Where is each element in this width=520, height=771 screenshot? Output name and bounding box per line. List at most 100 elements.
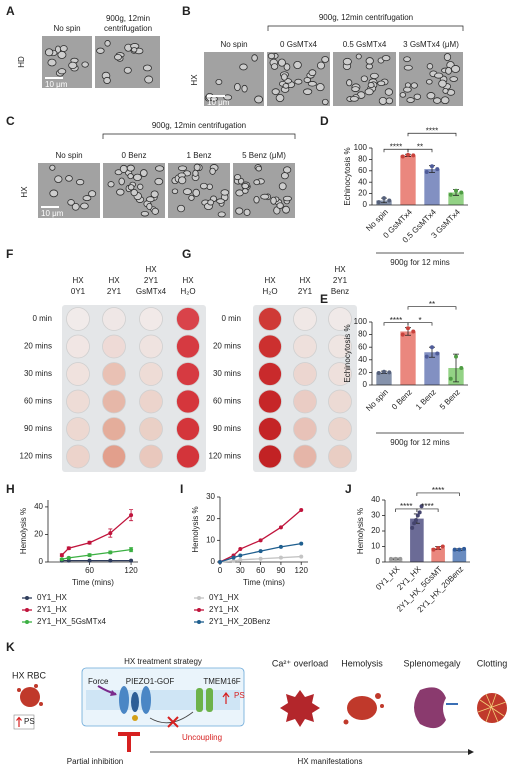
cell (241, 182, 249, 190)
panel-text: Partial inhibition (67, 757, 123, 766)
well (139, 362, 163, 386)
cell (144, 75, 154, 84)
cell (425, 79, 433, 85)
x-tick-label: 5 Benz (438, 388, 462, 412)
legend-label: 0Y1_HX (37, 593, 67, 602)
y-tick-label: 100 (354, 143, 368, 152)
cell (177, 165, 188, 172)
well (293, 389, 317, 414)
data-point (440, 544, 445, 549)
cell (434, 72, 444, 79)
series-marker (129, 513, 134, 518)
series-marker (59, 557, 64, 562)
column-header: HX (264, 276, 276, 285)
y-tick-label: 0 (363, 380, 368, 389)
series-marker (66, 546, 71, 551)
significance-bracket (407, 148, 433, 153)
y-tick-label: 80 (358, 155, 367, 164)
panel-text: PIEZO1-GOF (126, 677, 175, 686)
cell (426, 63, 434, 70)
significance-label: **** (421, 502, 433, 511)
series-line (219, 542, 302, 563)
y-tick-label: 0 (39, 557, 44, 566)
cell (140, 210, 149, 217)
cell (220, 189, 230, 196)
cell (267, 52, 276, 60)
well (258, 307, 282, 331)
cell (275, 93, 285, 103)
cell (150, 190, 159, 198)
data-point (454, 354, 458, 359)
bar (376, 372, 392, 385)
rbc-spike (17, 688, 21, 692)
cell (67, 199, 75, 206)
well (66, 444, 90, 469)
panel-text: HX RBC (12, 670, 47, 680)
cell (410, 82, 418, 89)
row-label: 60 mins (213, 397, 241, 406)
y-axis-label: Echinocytosis % (343, 324, 352, 382)
column-header: HX (334, 265, 346, 274)
panel-letter: K (6, 640, 15, 654)
cell (355, 53, 362, 60)
y-tick-label: 20 (206, 514, 215, 523)
cell (133, 173, 142, 182)
column-header: H₂O (180, 287, 195, 296)
y-tick-label: 30 (206, 492, 215, 501)
series-line (61, 514, 132, 556)
significance-bracket (407, 322, 433, 326)
y-tick-label: 10 (206, 535, 215, 544)
series-marker (299, 554, 304, 559)
cell (104, 40, 111, 47)
cell (426, 92, 436, 100)
cell (49, 189, 59, 198)
series-marker (231, 558, 236, 563)
series-marker (258, 549, 263, 554)
series-marker (129, 558, 134, 563)
series-marker (59, 553, 64, 558)
well (328, 362, 352, 386)
well (293, 417, 317, 441)
treatment-label: centrifugation (104, 24, 152, 33)
cell (270, 196, 277, 205)
bracket (267, 25, 464, 31)
panel-title: HX treatment strategy (124, 657, 202, 666)
series-line (219, 509, 302, 563)
well (139, 417, 163, 441)
cell (316, 61, 326, 70)
data-point (462, 546, 467, 551)
micrograph (38, 163, 100, 218)
coupling-line (149, 711, 194, 724)
row-label: 30 mins (24, 369, 52, 378)
cell (76, 179, 85, 186)
column-header: 0Y1 (71, 287, 86, 296)
column-header: 2Y1 (333, 276, 348, 285)
x-tick-label: 0 Benz (390, 388, 414, 412)
treatment-label: 900g, 12min (106, 14, 150, 23)
well (102, 389, 126, 414)
data-point (419, 504, 424, 509)
data-point (431, 547, 436, 552)
cell (209, 167, 216, 175)
data-point (388, 556, 393, 561)
data-point (457, 547, 462, 552)
row-label: 20 mins (24, 342, 52, 351)
well (139, 389, 163, 414)
membrane (86, 690, 240, 710)
cell (107, 181, 115, 188)
series-marker (299, 508, 304, 512)
column-header: HX (145, 265, 157, 274)
ps-box (13, 714, 35, 730)
legend-marker (25, 608, 29, 612)
bar (431, 548, 445, 562)
well (66, 334, 90, 359)
x-axis-label: 900g for 12 mins (390, 438, 450, 447)
data-point (382, 196, 386, 201)
well (102, 362, 126, 386)
well (176, 334, 200, 359)
well (139, 444, 163, 469)
manifestation-label: Hemolysis (341, 658, 383, 668)
legend-label: 2Y1_HX (209, 605, 239, 614)
cell (413, 93, 422, 100)
data-point (424, 354, 429, 359)
